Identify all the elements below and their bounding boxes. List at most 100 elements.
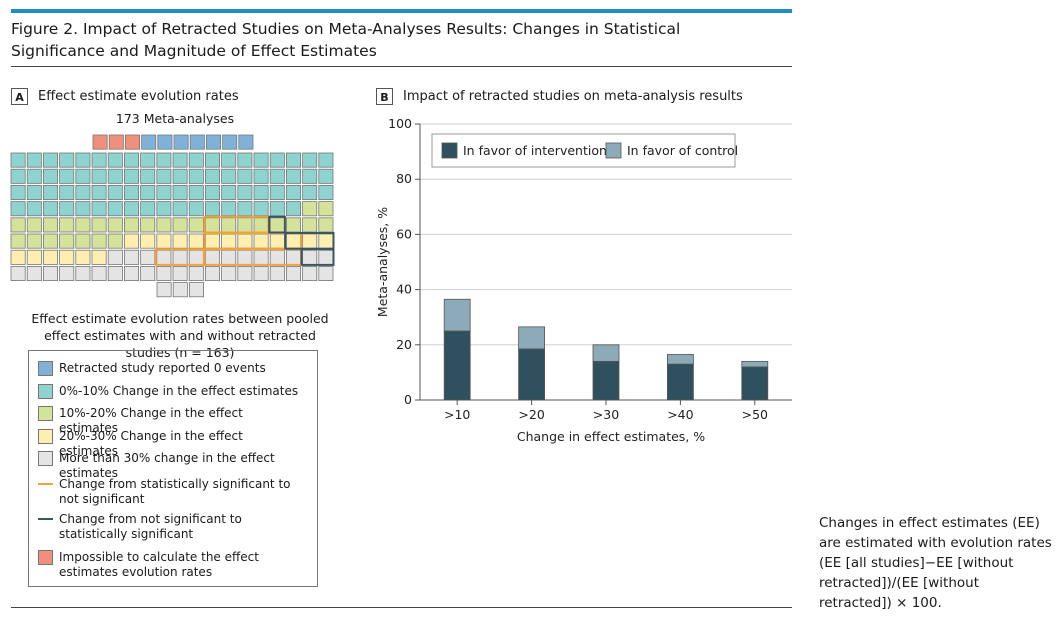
legend-label: Retracted study reported 0 events xyxy=(59,361,266,375)
chart-legend: In favor of intervention In favor of cont… xyxy=(431,133,738,168)
waffle-cell-change-gt30 xyxy=(59,265,75,281)
waffle-cell-change-10-20 xyxy=(124,217,140,233)
waffle-cell-change-0-10 xyxy=(91,168,107,184)
waffle-cell-change-0-10 xyxy=(59,152,75,168)
waffle-cell-change-gt30 xyxy=(253,265,269,281)
legend-marker-change-gt30 xyxy=(38,451,53,466)
waffle-cell-change-20-30 xyxy=(204,233,220,249)
waffle-cell-change-0-10 xyxy=(172,168,188,184)
waffle-cell-change-0-10 xyxy=(26,168,42,184)
waffle-cell-change-gt30 xyxy=(204,265,220,281)
legend-item-change-0-10: 0%-10% Change in the effect estimates xyxy=(38,384,304,399)
waffle-cell-change-20-30 xyxy=(221,233,237,249)
waffle-cell-change-20-30 xyxy=(59,249,75,265)
waffle-cell-retracted-zero xyxy=(222,134,238,150)
waffle-cell-change-0-10 xyxy=(285,152,301,168)
y-tick-label: 80 xyxy=(396,171,412,186)
waffle-cell-change-0-10 xyxy=(156,168,172,184)
waffle-cell-change-0-10 xyxy=(318,184,334,200)
legend-swatch-control xyxy=(605,142,622,159)
waffle-cell-change-0-10 xyxy=(269,168,285,184)
x-tick-label: >20 xyxy=(518,407,544,422)
waffle-cell-change-0-10 xyxy=(188,152,204,168)
waffle-cell-change-gt30 xyxy=(221,265,237,281)
waffle-chart xyxy=(10,134,335,298)
waffle-cell-change-gt30 xyxy=(237,249,253,265)
waffle-cell-change-0-10 xyxy=(204,201,220,217)
waffle-cell-change-gt30 xyxy=(318,249,334,265)
waffle-cell-change-10-20 xyxy=(237,217,253,233)
waffle-cell-change-0-10 xyxy=(124,168,140,184)
waffle-cell-change-0-10 xyxy=(204,184,220,200)
legend-marker-change-10-20 xyxy=(38,406,53,421)
legend-label: Change from statistically significant to… xyxy=(59,477,291,506)
legend-label-control: In favor of control xyxy=(627,143,738,158)
waffle-cell-change-gt30 xyxy=(156,282,172,298)
waffle-cell-change-20-30 xyxy=(269,233,285,249)
waffle-cell-retracted-zero xyxy=(238,134,254,150)
panel-a-title: Effect estimate evolution rates xyxy=(38,89,239,104)
bar-intervention xyxy=(443,330,471,401)
waffle-cell-change-gt30 xyxy=(172,282,188,298)
waffle-cell-change-0-10 xyxy=(10,152,26,168)
waffle-cell-change-20-30 xyxy=(237,233,253,249)
waffle-cell-change-10-20 xyxy=(26,217,42,233)
legend-label: 10%-20% Change in the effect estimates xyxy=(59,406,243,435)
waffle-cell-change-20-30 xyxy=(302,233,318,249)
legend-label: 20%-30% Change in the effect estimates xyxy=(59,429,243,458)
legend-item-retracted-zero: Retracted study reported 0 events xyxy=(38,361,304,376)
waffle-cell-change-gt30 xyxy=(107,265,123,281)
waffle-cell-change-0-10 xyxy=(59,168,75,184)
chart-legend-frame xyxy=(431,133,736,168)
waffle-cell-change-0-10 xyxy=(237,184,253,200)
waffle-cell-change-gt30 xyxy=(124,249,140,265)
waffle-cell-change-gt30 xyxy=(107,249,123,265)
waffle-cell-change-0-10 xyxy=(140,152,156,168)
legend-marker-change-0-10 xyxy=(38,384,53,399)
waffle-cell-change-0-10 xyxy=(269,184,285,200)
waffle-cell-change-10-20 xyxy=(75,217,91,233)
waffle-cell-change-0-10 xyxy=(302,152,318,168)
waffle-cell-change-20-30 xyxy=(172,233,188,249)
waffle-cell-change-10-20 xyxy=(26,233,42,249)
x-tick-label: >10 xyxy=(444,407,470,422)
waffle-cell-change-0-10 xyxy=(156,184,172,200)
waffle-cell-change-20-30 xyxy=(156,233,172,249)
waffle-cell-change-0-10 xyxy=(140,168,156,184)
waffle-cell-change-0-10 xyxy=(140,201,156,217)
legend-item-change-10-20: 10%-20% Change in the effect estimates xyxy=(38,406,304,436)
waffle-cell-change-20-30 xyxy=(43,249,59,265)
waffle-cell-change-0-10 xyxy=(43,168,59,184)
waffle-cell-impossible xyxy=(125,134,141,150)
waffle-cell-change-10-20 xyxy=(172,217,188,233)
waffle-cell-change-0-10 xyxy=(59,201,75,217)
legend-item-change-gt30: More than 30% change in the effect estim… xyxy=(38,451,304,481)
waffle-cell-change-10-20 xyxy=(302,217,318,233)
waffle-cell-change-0-10 xyxy=(91,152,107,168)
waffle-cell-change-10-20 xyxy=(204,217,220,233)
stacked-bar-chart: 0 20 40 60 80 100 Meta-analyses, % >10 >20 >30 >40… xyxy=(375,116,792,444)
waffle-cell-change-0-10 xyxy=(285,184,301,200)
legend-label-intervention: In favor of intervention xyxy=(463,143,607,158)
panel-a-header: A Effect estimate evolution rates xyxy=(11,88,239,105)
waffle-cell-change-gt30 xyxy=(75,265,91,281)
waffle-cell-change-0-10 xyxy=(43,201,59,217)
waffle-cell-retracted-zero xyxy=(189,134,205,150)
waffle-cell-change-0-10 xyxy=(172,201,188,217)
bar-control xyxy=(518,326,546,350)
waffle-cell-change-0-10 xyxy=(107,152,123,168)
waffle-cell-change-0-10 xyxy=(302,168,318,184)
waffle-cell-change-20-30 xyxy=(91,249,107,265)
waffle-cell-change-10-20 xyxy=(43,217,59,233)
waffle-cell-change-0-10 xyxy=(26,152,42,168)
legend-item-impossible: Impossible to calculate the effect estim… xyxy=(38,550,304,580)
waffle-cell-change-10-20 xyxy=(318,201,334,217)
waffle-cell-change-20-30 xyxy=(26,249,42,265)
waffle-cell-change-gt30 xyxy=(269,249,285,265)
waffle-cell-change-gt30 xyxy=(156,265,172,281)
panel-b-letter: B xyxy=(376,88,393,105)
legend-marker-retracted-zero xyxy=(38,361,53,376)
waffle-cell-change-10-20 xyxy=(285,217,301,233)
waffle-cell-change-10-20 xyxy=(75,233,91,249)
y-tick-label: 60 xyxy=(396,226,412,241)
